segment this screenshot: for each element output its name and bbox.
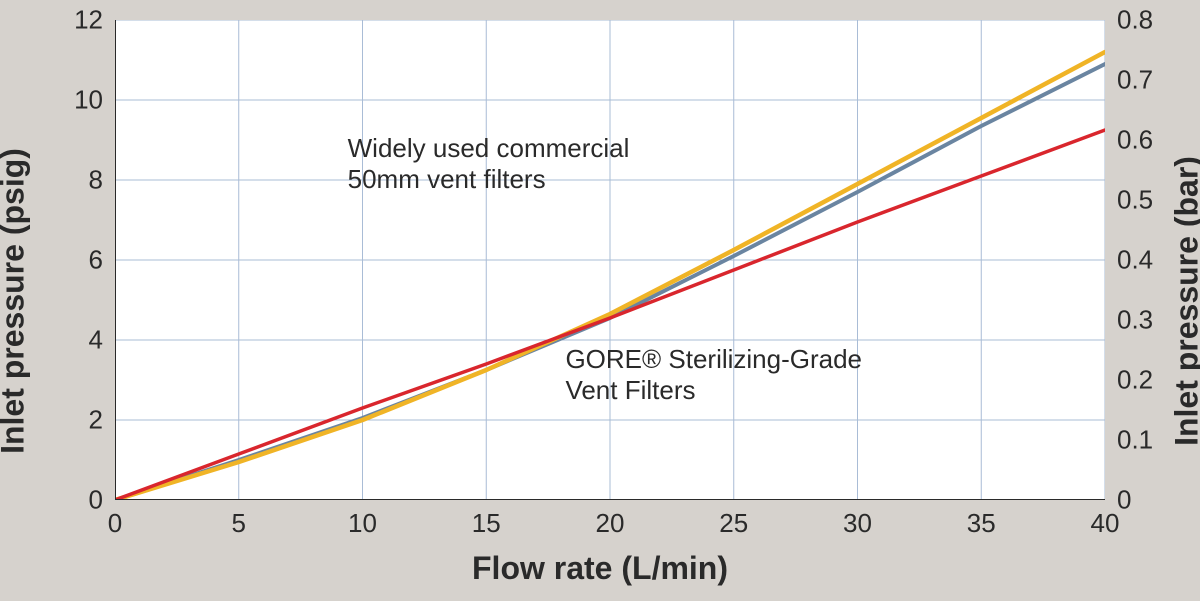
- tick-label: 0.4: [1117, 245, 1153, 276]
- tick-label: 0: [1117, 485, 1131, 516]
- tick-label: 5: [232, 508, 246, 539]
- x-axis-title: Flow rate (L/min): [472, 550, 728, 587]
- tick-label: 30: [843, 508, 872, 539]
- annotation-commercial: Widely used commercial50mm vent filters: [348, 133, 630, 195]
- tick-label: 12: [74, 5, 103, 36]
- tick-label: 0.8: [1117, 5, 1153, 36]
- tick-label: 35: [967, 508, 996, 539]
- tick-label: 0.6: [1117, 125, 1153, 156]
- y-right-axis-title: Inlet pressure (bar): [1169, 156, 1200, 446]
- tick-label: 15: [472, 508, 501, 539]
- tick-label: 0: [108, 508, 122, 539]
- tick-label: 2: [89, 405, 103, 436]
- tick-label: 40: [1091, 508, 1120, 539]
- tick-label: 8: [89, 165, 103, 196]
- tick-label: 0.1: [1117, 425, 1153, 456]
- tick-label: 10: [74, 85, 103, 116]
- tick-label: 0: [89, 485, 103, 516]
- tick-label: 25: [719, 508, 748, 539]
- tick-label: 6: [89, 245, 103, 276]
- tick-label: 0.5: [1117, 185, 1153, 216]
- tick-label: 0.3: [1117, 305, 1153, 336]
- tick-label: 0.2: [1117, 365, 1153, 396]
- chart-frame: Inlet pressure (psig) Inlet pressure (ba…: [0, 0, 1200, 601]
- plot-area: [115, 20, 1105, 500]
- tick-label: 4: [89, 325, 103, 356]
- annotation-gore: GORE® Sterilizing-GradeVent Filters: [565, 344, 862, 406]
- y-left-axis-title: Inlet pressure (psig): [0, 148, 32, 454]
- tick-label: 10: [348, 508, 377, 539]
- tick-label: 20: [596, 508, 625, 539]
- tick-label: 0.7: [1117, 65, 1153, 96]
